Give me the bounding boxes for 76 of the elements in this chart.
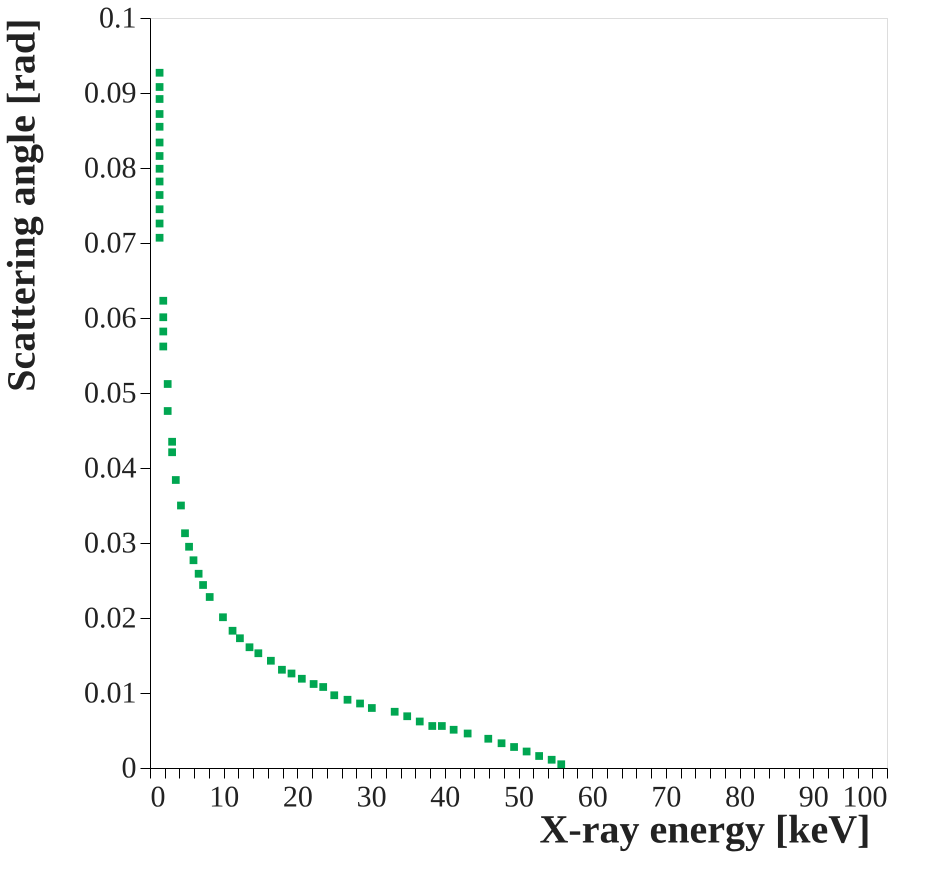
x-tick-label: 50	[504, 780, 534, 814]
point	[185, 542, 193, 551]
point	[464, 730, 472, 738]
point	[428, 722, 436, 730]
point	[159, 296, 168, 305]
point	[159, 342, 168, 350]
y-tick-label: 0.02	[84, 602, 136, 634]
y-tick-label: 0.06	[84, 302, 136, 334]
y-tick-label: 0.09	[84, 76, 136, 110]
point	[156, 191, 164, 199]
point	[498, 739, 506, 748]
point	[156, 122, 164, 131]
point	[156, 110, 164, 118]
x-tick-label: 30	[356, 780, 387, 814]
point	[368, 704, 376, 712]
point	[390, 708, 399, 716]
x-tick-label: 20	[282, 780, 313, 814]
point	[168, 438, 176, 446]
y-tick-label: 0.05	[84, 376, 136, 410]
point	[403, 712, 412, 720]
y-tick-label: 0.07	[84, 226, 136, 260]
x-tick-label: 40	[430, 780, 460, 814]
point	[156, 164, 164, 173]
y-tick-label: 0.01	[84, 676, 136, 710]
point	[319, 683, 328, 691]
point	[164, 380, 172, 388]
point	[156, 205, 164, 214]
point	[172, 476, 180, 484]
y-tick-label: 0	[122, 752, 136, 784]
point	[288, 670, 296, 678]
point	[164, 407, 172, 415]
point	[484, 734, 492, 743]
point	[190, 556, 198, 564]
point	[156, 152, 164, 160]
point	[522, 748, 530, 756]
point	[181, 529, 189, 538]
point	[156, 83, 164, 91]
point	[156, 95, 164, 103]
point	[194, 570, 203, 578]
point	[156, 220, 164, 228]
point	[510, 743, 518, 751]
point	[416, 718, 424, 726]
y-tick-label: 0.1	[99, 2, 136, 34]
point	[228, 626, 236, 635]
point	[310, 680, 318, 688]
point	[535, 752, 544, 760]
point	[278, 666, 286, 674]
point	[156, 138, 164, 146]
point	[159, 313, 168, 322]
point	[246, 643, 254, 652]
point	[450, 726, 458, 734]
x-tick-label: 0	[150, 780, 166, 814]
y-axis-title: Scattering angle [rad]	[0, 18, 44, 392]
point	[298, 674, 306, 683]
x-tick-label: 10	[209, 780, 240, 814]
point	[438, 722, 446, 730]
point	[159, 328, 168, 336]
y-tick-label: 0.08	[84, 152, 136, 184]
point	[199, 581, 207, 589]
point	[557, 760, 566, 768]
point	[548, 756, 556, 764]
point	[236, 634, 244, 642]
point	[330, 691, 338, 700]
point	[356, 700, 364, 708]
point	[156, 178, 164, 186]
y-tick-label: 0.04	[84, 452, 136, 484]
point	[266, 656, 275, 665]
point	[206, 593, 214, 601]
y-tick-label: 0.03	[84, 526, 136, 560]
point	[168, 448, 176, 456]
point	[254, 649, 262, 658]
point	[177, 502, 185, 510]
point	[219, 613, 227, 622]
point	[156, 68, 164, 77]
point	[156, 234, 164, 242]
point	[344, 696, 352, 704]
